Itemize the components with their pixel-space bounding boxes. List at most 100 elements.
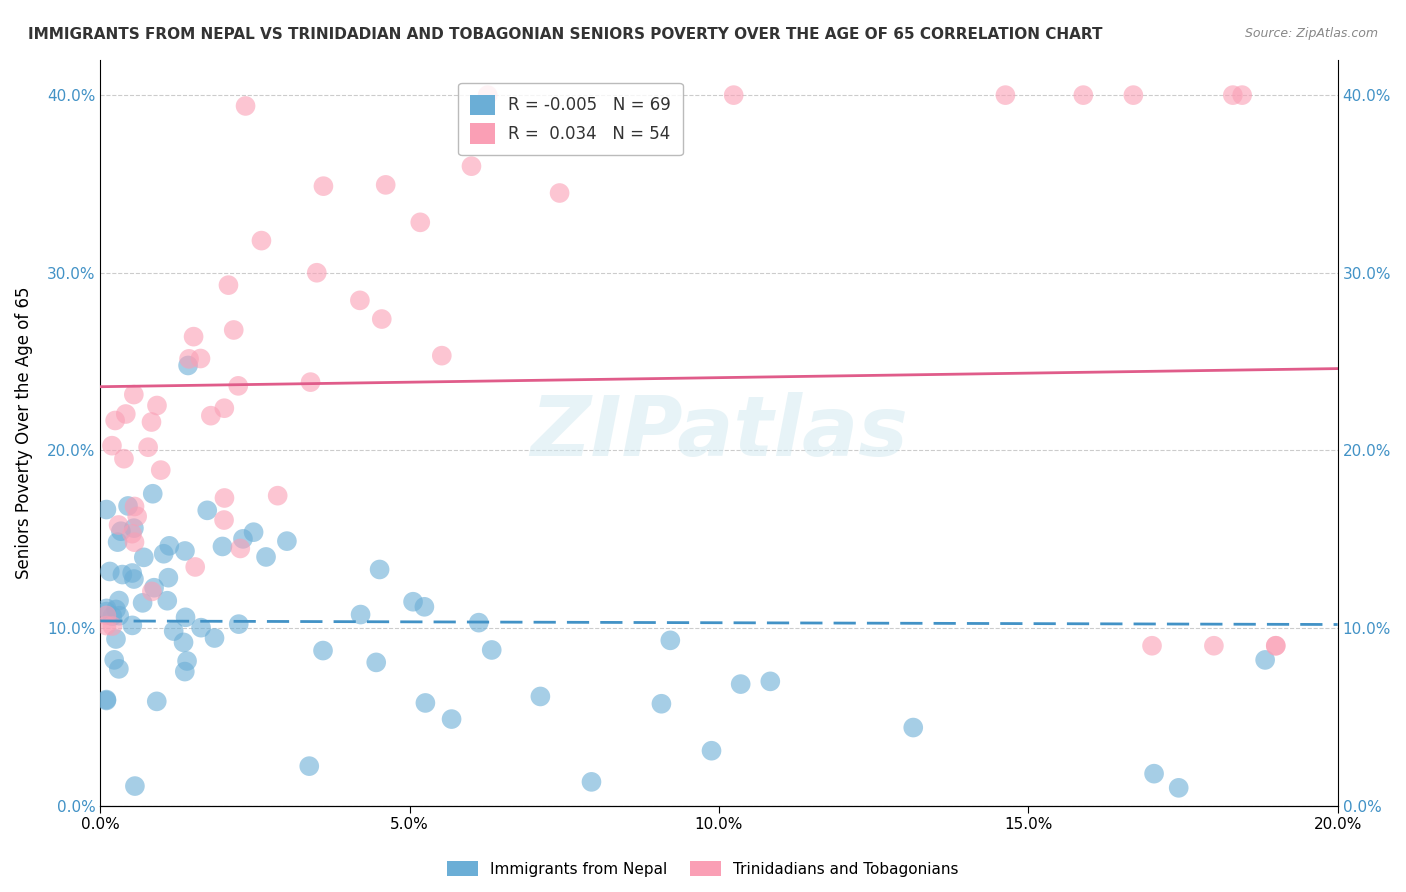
Point [174,544,197,558]
Point [108,593,131,607]
Point [214,491,236,505]
Point [1264,639,1286,653]
Point [157,539,180,553]
Point [104,413,127,427]
Point [374,178,396,192]
Point [98,565,121,579]
Point [349,607,371,622]
Point [1140,639,1163,653]
Point [730,677,752,691]
Point [1254,653,1277,667]
Point [152,547,174,561]
Point [163,624,186,639]
Point [371,312,394,326]
Point [700,744,723,758]
Point [1167,780,1189,795]
Point [96,601,118,615]
Point [117,499,139,513]
Point [214,401,236,416]
Point [156,593,179,607]
Point [157,571,180,585]
Point [96,605,118,619]
Point [121,566,143,580]
Point [104,632,127,646]
Point [1202,639,1225,653]
Point [254,549,277,564]
Point [127,509,149,524]
Point [1222,88,1244,103]
Point [173,635,195,649]
Point [145,694,167,708]
Point [1264,639,1286,653]
Point [402,595,425,609]
Point [413,599,436,614]
Point [1143,766,1166,780]
Point [184,560,207,574]
Point [415,696,437,710]
Point [124,779,146,793]
Point [96,502,118,516]
Point [1122,88,1144,103]
Point [235,99,257,113]
Point [176,654,198,668]
Point [121,526,143,541]
Point [481,643,503,657]
Point [759,674,782,689]
Point [177,359,200,373]
Point [107,535,129,549]
Point [122,387,145,401]
Point [132,550,155,565]
Point [110,524,132,539]
Point [440,712,463,726]
Point [1230,88,1253,103]
Point [146,399,169,413]
Point [212,513,235,527]
Point [266,489,288,503]
Point [173,665,195,679]
Point [242,525,264,540]
Point [299,375,322,389]
Text: IMMIGRANTS FROM NEPAL VS TRINIDADIAN AND TOBAGONIAN SENIORS POVERTY OVER THE AGE: IMMIGRANTS FROM NEPAL VS TRINIDADIAN AND… [28,27,1102,42]
Point [529,690,551,704]
Point [103,653,125,667]
Point [217,278,239,293]
Point [114,407,136,421]
Point [903,721,925,735]
Legend: Immigrants from Nepal, Trinidadians and Tobagonians: Immigrants from Nepal, Trinidadians and … [440,853,966,884]
Point [312,643,335,657]
Point [124,535,146,549]
Text: Source: ZipAtlas.com: Source: ZipAtlas.com [1244,27,1378,40]
Point [349,293,371,308]
Point [122,521,145,535]
Point [101,609,124,624]
Point [149,463,172,477]
Point [211,540,233,554]
Point [366,656,388,670]
Point [581,775,603,789]
Point [468,615,491,630]
Point [131,596,153,610]
Point [141,415,163,429]
Point [96,693,118,707]
Point [108,662,131,676]
Point [96,608,118,623]
Point [190,351,212,366]
Point [112,451,135,466]
Point [250,234,273,248]
Point [228,617,250,632]
Point [107,518,129,533]
Point [723,88,745,103]
Point [305,266,328,280]
Point [232,532,254,546]
Point [143,581,166,595]
Point [222,323,245,337]
Point [409,215,432,229]
Point [111,567,134,582]
Point [101,439,124,453]
Point [101,619,124,633]
Point [204,631,226,645]
Point [136,440,159,454]
Point [226,379,249,393]
Text: ZIPatlas: ZIPatlas [530,392,908,473]
Point [200,409,222,423]
